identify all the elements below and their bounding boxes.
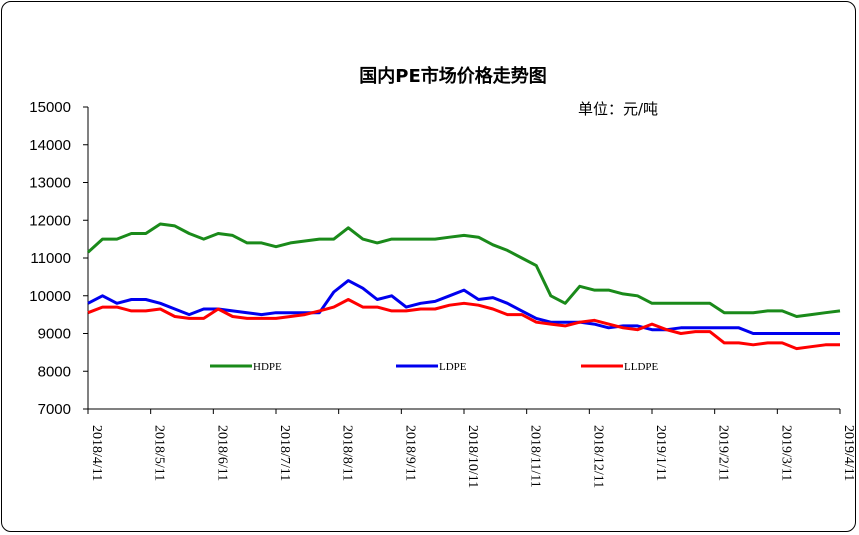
- y-tick-label: 10000: [29, 288, 71, 305]
- y-tick-label: 14000: [29, 137, 71, 154]
- legend-label-ldpe: LDPE: [439, 361, 467, 373]
- legend-label-lldpe: LLDPE: [624, 361, 659, 373]
- chart-title: 国内PE市场价格走势图: [359, 65, 547, 87]
- y-tick-label: 7000: [38, 401, 71, 418]
- y-tick-label: 15000: [29, 99, 71, 116]
- x-tick-label: 2018/8/11: [340, 425, 355, 481]
- legend-label-hdpe: HDPE: [253, 361, 282, 373]
- y-tick-label: 8000: [38, 363, 71, 380]
- series-line-lldpe: [87, 298, 840, 351]
- x-tick-label: 2018/10/11: [465, 425, 480, 488]
- axes: 15000 14000 13000 12000 11000 10000 9000 8000 70…: [29, 99, 856, 488]
- unit-label: 单位：元/吨: [578, 100, 658, 118]
- x-tick-label: 2018/6/11: [214, 425, 229, 481]
- x-tick-label: 2019/1/11: [653, 425, 668, 481]
- x-tick-label: 2018/7/11: [277, 425, 292, 481]
- x-tick-label: 2019/4/11: [841, 425, 856, 481]
- legend: HDPE LDPE LLDPE: [210, 361, 659, 373]
- series-layer: [86, 222, 841, 351]
- x-tick-label: 2018/4/11: [89, 425, 104, 481]
- x-tick-label: 2019/2/11: [716, 425, 731, 481]
- series-line-hdpe: [86, 222, 841, 318]
- y-tick-label: 12000: [29, 212, 71, 229]
- series-line-ldpe: [87, 279, 840, 335]
- x-tick-label: 2018/11/11: [528, 425, 543, 488]
- y-tick-label: 11000: [30, 250, 71, 267]
- x-tick-label: 2018/12/11: [590, 425, 605, 488]
- x-tick-label: 2018/9/11: [402, 425, 417, 481]
- y-tick-label: 9000: [38, 326, 71, 343]
- x-tick-label: 2018/5/11: [152, 425, 167, 481]
- x-tick-label: 2019/3/11: [778, 425, 793, 481]
- y-tick-label: 13000: [29, 175, 71, 192]
